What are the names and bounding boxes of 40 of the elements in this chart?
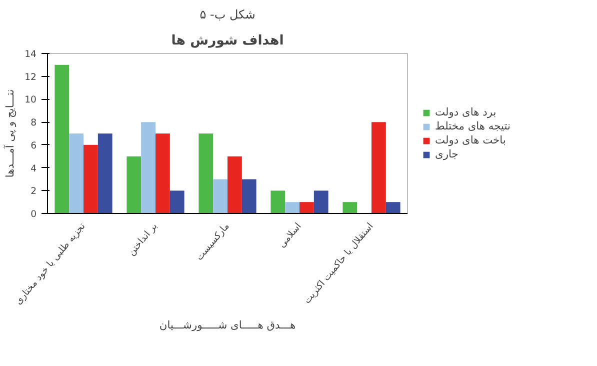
x-tick-label: تجزیه طلبی یا خود مختاری (13, 220, 88, 307)
x-tick-label: اسلامی (276, 220, 304, 250)
bar (300, 202, 314, 214)
x-tick-label: بر انداختن (126, 220, 160, 258)
bar (198, 134, 214, 214)
bar (213, 179, 228, 214)
bar (314, 190, 328, 214)
bar (141, 122, 156, 214)
bar (270, 190, 286, 214)
chart-subtitle: اهداف شورش ها (171, 34, 284, 48)
chart-title: شکل ب- ۵ (200, 8, 256, 22)
bar (228, 156, 242, 214)
y-tick-label: 0 (30, 209, 37, 220)
bar (242, 179, 256, 214)
x-tick-label: مارکسیست (194, 220, 232, 263)
bar (98, 134, 112, 214)
legend-label: برد های دولت (435, 106, 496, 118)
legend-label: جاری (435, 148, 458, 160)
y-tick-label: 4 (30, 163, 37, 174)
bar (372, 122, 386, 214)
bar (285, 202, 300, 214)
bar (342, 202, 358, 214)
bar (84, 144, 98, 214)
y-tick-label: 14 (24, 49, 37, 60)
legend-label: نتیجه های مختلط (435, 120, 510, 132)
y-tick-label: 6 (30, 140, 37, 152)
x-axis-title: هـــدق هـــــای شـــــورشـــیان (159, 318, 296, 332)
y-tick-label: 10 (24, 94, 37, 106)
legend-label: باخت های دولت (435, 134, 506, 146)
bar (69, 134, 84, 214)
bar (170, 190, 184, 214)
bar (54, 64, 70, 214)
y-tick-label: 2 (30, 186, 37, 198)
y-tick-label: 12 (24, 72, 37, 83)
bar (386, 202, 400, 214)
y-tick-label: 8 (30, 118, 37, 129)
bar (156, 134, 170, 214)
bar (126, 156, 142, 214)
x-tick-label: استقلال یا حاکمیت اکثریت (302, 220, 376, 306)
y-axis-title: نتـــایج و پی آمـــدها (2, 89, 17, 178)
